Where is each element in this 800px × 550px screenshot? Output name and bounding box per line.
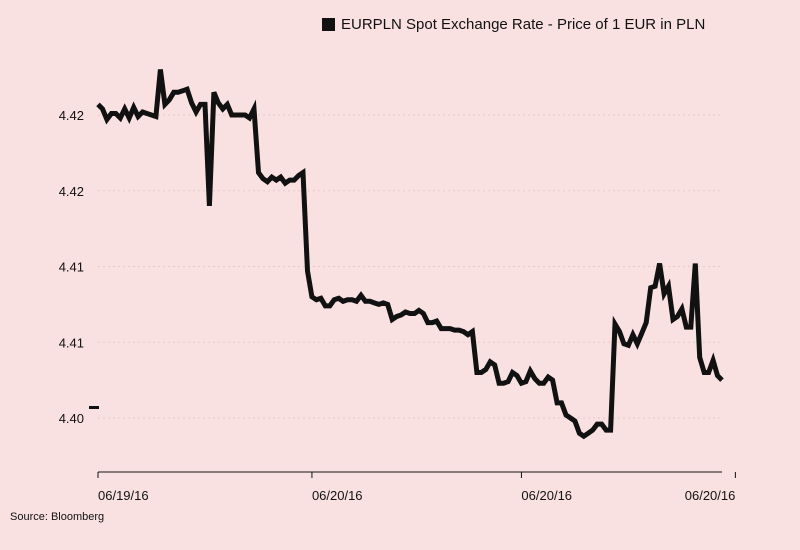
y-tick-label: 4.41 [59, 335, 84, 350]
x-tick-label: 06/20/16 [312, 488, 363, 503]
y-tick-label: 4.41 [59, 260, 84, 275]
y-tick-label: 4.42 [59, 108, 84, 123]
legend-label: EURPLN Spot Exchange Rate - Price of 1 E… [341, 16, 706, 33]
plot-area [96, 69, 724, 440]
y-axis-marker [89, 406, 99, 409]
legend: EURPLN Spot Exchange Rate - Price of 1 E… [322, 16, 705, 33]
x-tick-label: 06/20/16 [521, 488, 572, 503]
series-line-eurpln [96, 69, 724, 440]
y-axis: 4.42 4.42 4.41 4.41 4.40 [59, 108, 84, 426]
x-tick-label: 06/20/16 [685, 488, 736, 503]
x-axis-ticks: 06/19/16 06/20/16 06/20/16 06/20/16 [97, 472, 736, 503]
y-tick-label: 4.40 [59, 411, 84, 426]
x-tick-label: 06/19/16 [98, 488, 149, 503]
source-note: Source: Bloomberg [10, 511, 105, 523]
gridlines [98, 114, 722, 419]
y-tick-label: 4.42 [59, 184, 84, 199]
legend-swatch [322, 18, 335, 31]
